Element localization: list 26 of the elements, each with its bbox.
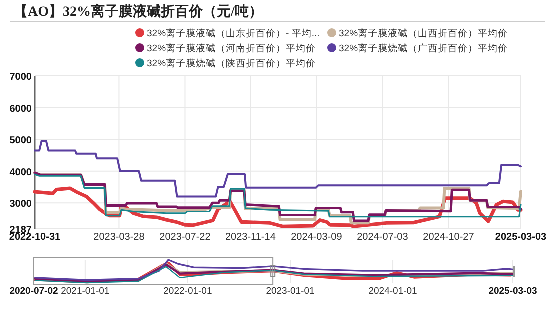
legend-label: 32%离子膜液碱（山西折百价）平均价 — [339, 28, 508, 40]
legend-label: 32%离子膜烧碱（广西折百价）平均价 — [339, 42, 508, 54]
x-tick-label: 2025-03-03 — [495, 232, 548, 243]
x-tick-label: 2024-01-01 — [368, 286, 418, 297]
x-tick-label: 2023-03-28 — [94, 232, 146, 243]
legend-label: 32%离子膜液碱（山东折百价）- 平均... — [147, 28, 320, 40]
x-tick-label: 2022-01-01 — [164, 286, 212, 297]
y-tick-label: 5000 — [10, 136, 32, 147]
x-tick-label: 2023-01-01 — [266, 286, 315, 297]
x-tick-label: 2022-10-31 — [9, 232, 62, 243]
x-tick-label: 2024-10-27 — [423, 232, 475, 243]
x-tick-label: 2025-03-03 — [488, 286, 538, 297]
y-tick-label: 3000 — [10, 199, 32, 210]
x-tick-label: 2023-11-14 — [225, 232, 276, 243]
legend-label: 32%离子膜液碱（河南折百价）平均价 — [147, 42, 316, 54]
x-tick-label: 2020-07-02 — [10, 286, 58, 297]
x-tick-label: 2024-03-09 — [291, 232, 343, 243]
line-series — [34, 140, 522, 198]
y-tick-label: 6000 — [10, 104, 32, 115]
x-tick-label: 2023-07-22 — [160, 232, 212, 243]
y-tick-label: 4000 — [10, 167, 32, 178]
x-tick-label: 2024-07-03 — [357, 232, 409, 243]
x-tick-label: 2021-01-01 — [61, 286, 110, 297]
legend-label: 32%离子膜烧碱（陕西折百价）平均价 — [147, 58, 316, 70]
chart-title: 【AO】32%离子膜液碱折百价（元/吨） — [14, 3, 263, 20]
y-tick-label: 7000 — [10, 72, 32, 83]
